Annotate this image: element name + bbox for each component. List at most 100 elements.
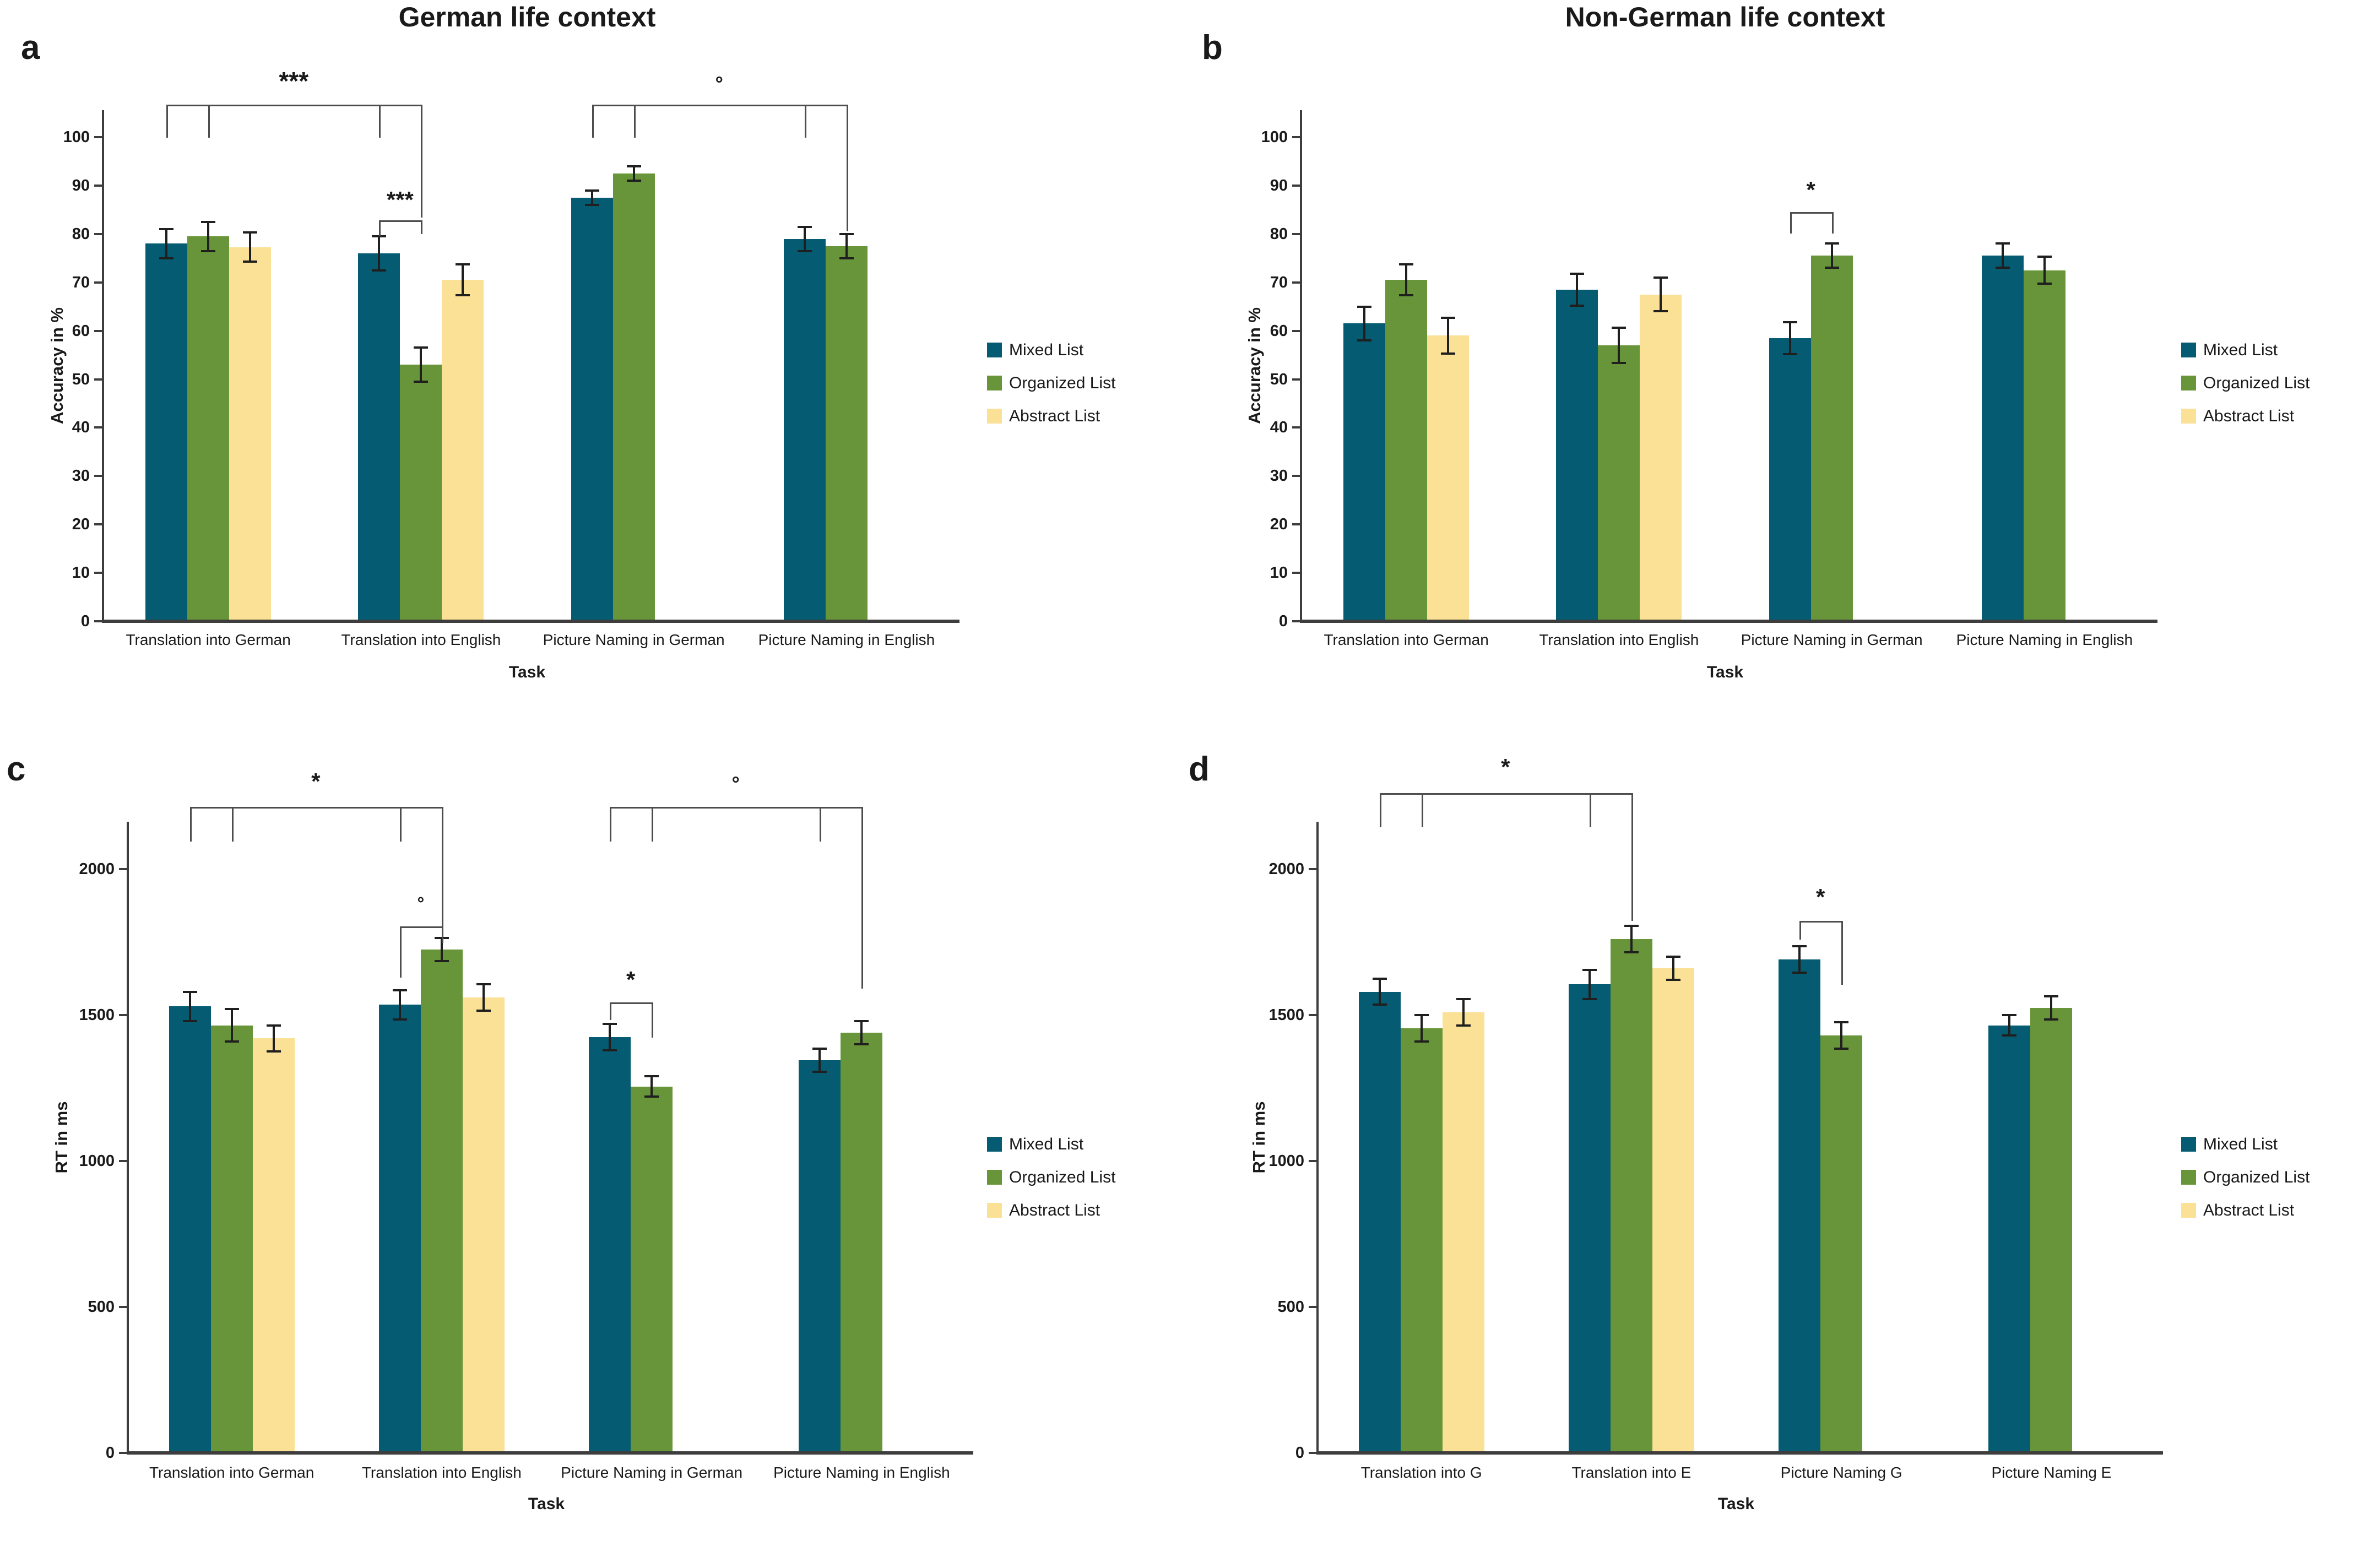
bar-mixed-a-g0 [145, 243, 188, 621]
x-category-label-c: Translation into English [361, 1464, 522, 1481]
sig-bracket-tick [421, 220, 423, 234]
y-tick-label-c: 1000 [79, 1152, 115, 1170]
error-bar-line [1618, 328, 1620, 363]
y-axis-d [1316, 822, 1319, 1455]
error-bar-cap-bottom [1582, 997, 1597, 1000]
sig-bracket-tick [633, 105, 636, 138]
sig-bracket-line [1379, 793, 1633, 795]
error-bar-line [1378, 978, 1381, 1005]
sig-bracket-tick [1790, 212, 1792, 234]
error-bar-cap-bottom [243, 260, 258, 263]
y-tick-label-d: 500 [1277, 1298, 1304, 1316]
y-tick-label-b: 90 [1270, 176, 1288, 194]
error-bar-cap-top [476, 983, 491, 986]
legend-label-organized: Organized List [1009, 1168, 1116, 1186]
y-tick-label-a: 70 [72, 273, 90, 291]
y-tick-a [94, 620, 102, 622]
y-tick-b [1292, 232, 1300, 235]
x-category-label-d: Picture Naming E [1991, 1464, 2112, 1481]
y-tick-label-d: 1000 [1268, 1152, 1304, 1170]
error-bar-line [188, 991, 191, 1021]
bar-mixed-a-g2 [571, 197, 613, 621]
error-bar-cap-bottom [854, 1043, 869, 1045]
x-category-label-d: Picture Naming G [1780, 1464, 1902, 1481]
error-bar-cap-top [1792, 945, 1807, 948]
error-bar-line [1576, 273, 1579, 306]
y-tick-b [1292, 475, 1300, 478]
bar-mixed-c-g1 [378, 1005, 421, 1453]
bar-mixed-a-g1 [358, 253, 400, 621]
error-bar-line [650, 1076, 653, 1097]
x-category-label-a: Picture Naming in English [758, 631, 935, 648]
bar-organized-a-g0 [187, 236, 230, 621]
error-bar-cap-bottom [1653, 310, 1668, 313]
bar-abstract-c-g0 [252, 1038, 295, 1453]
error-bar-cap-top [797, 225, 812, 228]
error-bar-cap-bottom [797, 249, 812, 252]
y-tick-b [1292, 426, 1300, 429]
legend-label-organized: Organized List [1009, 374, 1116, 392]
panel-letter-a: a [21, 29, 40, 67]
error-bar-line [2001, 243, 2004, 268]
error-bar-cap-bottom [644, 1095, 659, 1098]
y-tick-b [1292, 136, 1300, 138]
sig-bracket-line [1790, 212, 1834, 214]
error-bar-line [632, 166, 635, 181]
y-tick-label-b: 60 [1270, 322, 1288, 340]
panel-title-a: German life context [398, 2, 656, 32]
legend-swatch-mixed-icon [2181, 343, 2196, 357]
error-bar-cap-bottom [1612, 361, 1627, 364]
error-bar-cap-bottom [1414, 1040, 1429, 1043]
error-bar-cap-bottom [839, 257, 854, 259]
x-axis-d [1316, 1451, 2163, 1455]
sig-label-c-1: ° [417, 893, 425, 913]
panel-letter-b: b [1202, 29, 1223, 67]
error-bar-line [845, 234, 848, 258]
x-category-label-b: Translation into English [1539, 631, 1699, 648]
error-bar-cap-top [201, 220, 216, 223]
sig-bracket-tick [610, 807, 612, 842]
sig-bracket-tick [421, 105, 423, 218]
y-axis-a [102, 110, 104, 623]
error-bar-cap-top [1824, 242, 1839, 245]
error-bar-cap-top [1653, 276, 1668, 279]
y-tick-label-d: 2000 [1268, 860, 1304, 878]
error-bar-cap-bottom [456, 294, 470, 297]
error-bar-line [272, 1025, 275, 1052]
sig-bracket-tick [1421, 793, 1423, 827]
error-bar-line [1420, 1015, 1423, 1041]
sig-bracket-tick [652, 807, 654, 842]
y-tick-d [1309, 1160, 1316, 1162]
bar-mixed-c-g3 [799, 1060, 841, 1453]
sig-label-c-2: ° [731, 772, 740, 795]
error-bar-line [398, 990, 401, 1019]
sig-bracket-tick [592, 105, 594, 138]
error-bar-cap-bottom [392, 1018, 407, 1021]
sig-bracket-line [592, 105, 848, 106]
y-tick-a [94, 475, 102, 478]
y-tick-label-b: 30 [1270, 467, 1288, 485]
bar-organized-c-g3 [841, 1032, 883, 1453]
y-tick-a [94, 572, 102, 574]
sig-bracket-tick [610, 1002, 612, 1020]
x-axis-label-a: Task [508, 663, 546, 681]
bar-mixed-b-g0 [1343, 323, 1386, 621]
bar-organized-c-g1 [420, 949, 463, 1453]
error-bar-line [1672, 957, 1674, 980]
y-tick-a [94, 136, 102, 138]
error-bar-cap-top [626, 165, 641, 167]
legend-swatch-abstract-icon [987, 409, 1002, 424]
error-bar-line [590, 190, 593, 205]
error-bar-cap-bottom [626, 180, 641, 182]
error-bar-line [165, 229, 168, 258]
sig-bracket-tick [399, 807, 402, 842]
bar-mixed-b-g3 [1981, 256, 2024, 621]
sig-bracket-tick [820, 807, 822, 842]
y-tick-b [1292, 523, 1300, 526]
error-bar-line [1840, 1022, 1843, 1049]
error-bar-cap-top [182, 990, 197, 993]
error-bar-cap-bottom [584, 204, 599, 207]
sig-bracket-tick [441, 807, 443, 932]
x-axis-a [102, 620, 959, 623]
